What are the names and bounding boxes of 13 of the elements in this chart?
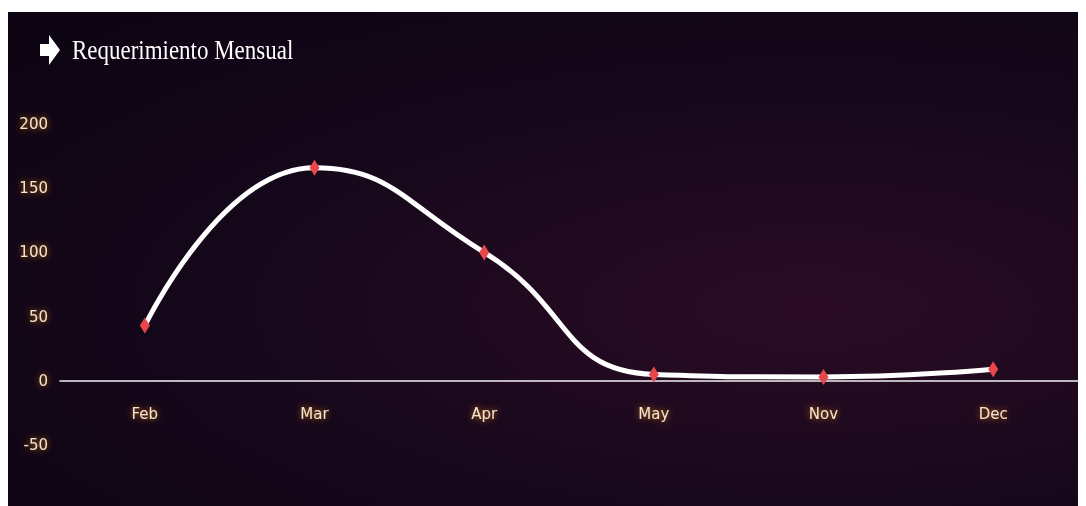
y-tick-label: 200 <box>19 115 48 133</box>
y-tick-label: -50 <box>23 436 48 454</box>
x-tick-label: Nov <box>808 405 839 424</box>
y-tick-label: 100 <box>19 243 48 262</box>
x-tick-label: Feb <box>131 405 159 424</box>
x-tick-label: May <box>638 405 670 424</box>
chart-title: Requerimiento Mensual <box>72 34 294 66</box>
x-tick-label: Mar <box>300 405 330 424</box>
x-tick-label: Apr <box>471 405 498 424</box>
y-tick-label: 50 <box>28 307 48 326</box>
x-tick-label: Dec <box>978 405 1008 424</box>
y-tick-label: 0 <box>38 371 48 390</box>
y-tick-label: 150 <box>19 179 48 198</box>
